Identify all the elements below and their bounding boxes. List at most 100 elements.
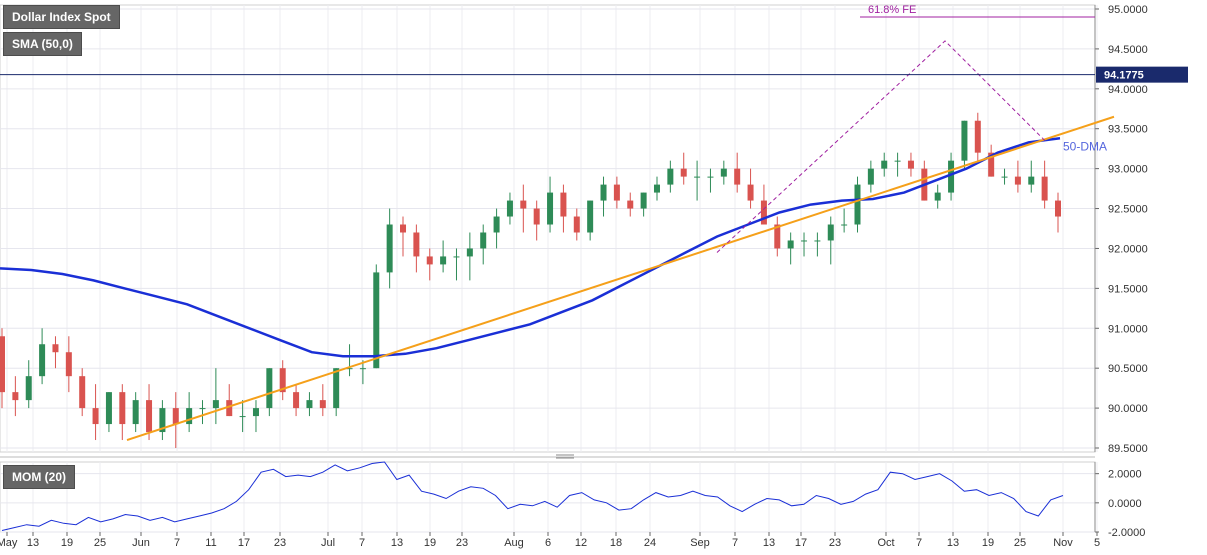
y-tick-label: 90.0000 — [1108, 403, 1148, 415]
y-tick-label: 92.5000 — [1108, 204, 1148, 216]
candle-body — [212, 400, 219, 409]
candle-body — [293, 392, 300, 409]
candle-body — [907, 160, 914, 169]
candle-body — [734, 168, 741, 185]
candle-body — [948, 160, 955, 193]
candle-body — [961, 120, 968, 161]
candle-body — [239, 416, 246, 418]
candle-body — [119, 392, 126, 425]
x-tick-label: 13 — [763, 537, 775, 549]
candle-body — [199, 408, 206, 410]
candle-body — [600, 184, 607, 201]
x-tick-label: Oct — [877, 537, 894, 549]
candle-body — [520, 200, 527, 209]
candle-body — [841, 224, 848, 226]
candle-body — [894, 160, 901, 162]
candle-body — [1001, 176, 1008, 178]
candle-body — [573, 216, 580, 233]
x-axis: May 13 19 25 Jun 7 11 17 23 Jul 7 13 19 23 Aug 6 12 18 24 S… — [0, 532, 1100, 549]
x-tick-label: 24 — [644, 537, 656, 549]
x-tick-label: Sep — [690, 537, 710, 549]
x-tick-label: 7 — [732, 537, 738, 549]
y-tick-label: -2.0000 — [1108, 527, 1145, 539]
candle-body — [92, 408, 99, 425]
x-tick-label: 7 — [359, 537, 365, 549]
candle-body — [279, 368, 286, 393]
candle-body — [988, 152, 995, 177]
candle-body — [426, 256, 433, 265]
candle-body — [132, 400, 139, 425]
candle-body — [533, 208, 540, 225]
candle-body — [974, 120, 981, 153]
x-tick-label: Nov — [1053, 537, 1073, 549]
candle-body — [252, 408, 259, 417]
candle-body — [453, 256, 460, 258]
candle-body — [440, 256, 447, 265]
y-tick-label: 93.5000 — [1108, 124, 1148, 136]
candle-body — [79, 376, 86, 409]
candle-body — [627, 200, 634, 209]
candle-body — [720, 168, 727, 177]
candle-body — [854, 184, 861, 225]
candle-body — [934, 192, 941, 201]
fib-level-label: 61.8% FE — [868, 4, 916, 16]
candle-body — [52, 344, 59, 353]
candle-body — [707, 176, 714, 178]
vertical-grid — [6, 5, 1098, 532]
candle-body — [493, 216, 500, 233]
candle-body — [506, 200, 513, 217]
y-tick-label: 91.0000 — [1108, 323, 1148, 335]
candle-body — [226, 400, 233, 417]
last-price-tag — [1096, 66, 1188, 83]
x-tick-label: Aug — [504, 537, 524, 549]
candle-body — [306, 400, 313, 409]
candle-body — [667, 168, 674, 185]
x-tick-label: 17 — [795, 537, 807, 549]
candle-body — [25, 376, 32, 401]
candle-body — [814, 240, 821, 242]
candle-body — [613, 184, 620, 201]
y-tick-label: 91.5000 — [1108, 283, 1148, 295]
chart-title-badge[interactable]: Dollar Index Spot — [3, 5, 120, 29]
candle-body — [480, 232, 487, 249]
candle-body — [787, 240, 794, 249]
candle-body — [400, 224, 407, 233]
candle-body — [319, 400, 326, 409]
ascending-trendline — [126, 115, 1115, 441]
x-tick-label: Jun — [132, 537, 150, 549]
sma-indicator-badge[interactable]: SMA (50,0) — [3, 32, 82, 56]
candle-body — [547, 192, 554, 225]
candle-body — [413, 232, 420, 257]
x-tick-label: 18 — [610, 537, 622, 549]
candle-body — [346, 368, 353, 370]
candle-body — [333, 368, 340, 409]
y-tick-label: 92.0000 — [1108, 243, 1148, 255]
candle-body — [386, 224, 393, 273]
candle-body — [105, 392, 112, 425]
x-tick-label: 19 — [982, 537, 994, 549]
x-tick-label: 19 — [61, 537, 73, 549]
candle-body — [1041, 176, 1048, 201]
candle-body — [640, 192, 647, 209]
candle-body — [867, 168, 874, 185]
candle-body — [172, 408, 179, 425]
y-tick-label: 0.0000 — [1108, 498, 1142, 510]
dma-label: 50-DMA — [1063, 139, 1107, 153]
candle-body — [760, 200, 767, 225]
candle-body — [39, 344, 46, 377]
x-tick-label: 13 — [391, 537, 403, 549]
candle-body — [560, 192, 567, 217]
y-tick-label: 95.0000 — [1108, 4, 1148, 16]
x-tick-label: 13 — [27, 537, 39, 549]
candle-body — [186, 408, 193, 425]
mom-indicator-badge[interactable]: MOM (20) — [3, 465, 75, 489]
candle-body — [827, 224, 834, 241]
candle-body — [1028, 176, 1035, 185]
candle-body — [587, 200, 594, 233]
fib-projection-path — [716, 40, 1046, 253]
y-tick-label: 94.0000 — [1108, 84, 1148, 96]
x-tick-label: 7 — [174, 537, 180, 549]
y-tick-label: 2.0000 — [1108, 469, 1142, 481]
x-tick-label: 13 — [947, 537, 959, 549]
